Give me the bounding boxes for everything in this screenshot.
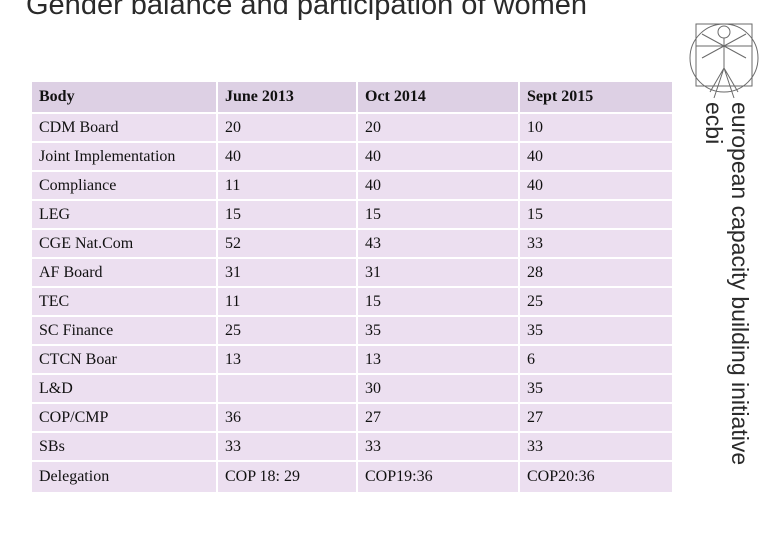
row-value-cell: 33 <box>520 433 672 460</box>
table-row: Delegation COP 18: 29 COP19:36 COP20:36 <box>32 462 672 492</box>
header-body: Body <box>32 82 216 112</box>
table-row: CDM Board 20 20 10 <box>32 114 672 141</box>
table-row: LEG 15 15 15 <box>32 201 672 228</box>
table-row: Compliance 11 40 40 <box>32 172 672 199</box>
table-row: AF Board 31 31 28 <box>32 259 672 286</box>
table-row: Joint Implementation 40 40 40 <box>32 143 672 170</box>
row-value-cell: 35 <box>358 317 518 344</box>
row-value-cell: 20 <box>218 114 356 141</box>
header-june-2013: June 2013 <box>218 82 356 112</box>
row-body-cell: AF Board <box>32 259 216 286</box>
row-value-cell: COP20:36 <box>520 462 672 492</box>
row-value-cell: 40 <box>358 143 518 170</box>
row-value-cell: 15 <box>358 288 518 315</box>
slide-title: Gender balance and participation of wome… <box>26 0 588 21</box>
row-value-cell: 31 <box>218 259 356 286</box>
row-body-cell: COP/CMP <box>32 404 216 431</box>
table-row: L&D 30 35 <box>32 375 672 402</box>
row-body-cell: Joint Implementation <box>32 143 216 170</box>
row-value-cell: 40 <box>520 172 672 199</box>
row-value-cell: 33 <box>358 433 518 460</box>
row-value-cell: 13 <box>358 346 518 373</box>
row-value-cell: 28 <box>520 259 672 286</box>
row-body-cell: CDM Board <box>32 114 216 141</box>
side-org-name: european capacity building initiative <box>727 102 753 466</box>
side-org-abbr: ecbi <box>701 102 727 145</box>
row-value-cell: 11 <box>218 288 356 315</box>
table-row: SBs 33 33 33 <box>32 433 672 460</box>
participation-table: Body June 2013 Oct 2014 Sept 2015 CDM Bo… <box>30 80 674 494</box>
header-sept-2015: Sept 2015 <box>520 82 672 112</box>
row-value-cell: 43 <box>358 230 518 257</box>
row-body-cell: TEC <box>32 288 216 315</box>
header-oct-2014: Oct 2014 <box>358 82 518 112</box>
row-value-cell: 33 <box>218 433 356 460</box>
row-value-cell: 10 <box>520 114 672 141</box>
row-value-cell: 6 <box>520 346 672 373</box>
table-row: CTCN Boar 13 13 6 <box>32 346 672 373</box>
row-body-cell: LEG <box>32 201 216 228</box>
vitruvian-man-icon <box>689 23 759 99</box>
row-body-cell: SBs <box>32 433 216 460</box>
row-value-cell: 35 <box>520 317 672 344</box>
table-row: TEC 11 15 25 <box>32 288 672 315</box>
row-value-cell: 36 <box>218 404 356 431</box>
row-value-cell: 33 <box>520 230 672 257</box>
row-value-cell: 15 <box>358 201 518 228</box>
table-row: CGE Nat.Com 52 43 33 <box>32 230 672 257</box>
table-header-row: Body June 2013 Oct 2014 Sept 2015 <box>32 82 672 112</box>
table-row: SC Finance 25 35 35 <box>32 317 672 344</box>
row-body-cell: L&D <box>32 375 216 402</box>
row-value-cell: 20 <box>358 114 518 141</box>
row-body-cell: CGE Nat.Com <box>32 230 216 257</box>
row-value-cell: 11 <box>218 172 356 199</box>
row-value-cell: 35 <box>520 375 672 402</box>
row-body-cell: Delegation <box>32 462 216 492</box>
table-row: COP/CMP 36 27 27 <box>32 404 672 431</box>
row-value-cell: 30 <box>358 375 518 402</box>
row-value-cell: 31 <box>358 259 518 286</box>
row-value-cell: 40 <box>520 143 672 170</box>
row-value-cell: 25 <box>218 317 356 344</box>
row-body-cell: Compliance <box>32 172 216 199</box>
row-value-cell: 25 <box>520 288 672 315</box>
row-value-cell: 40 <box>218 143 356 170</box>
row-value-cell: 15 <box>218 201 356 228</box>
row-value-cell: 27 <box>358 404 518 431</box>
row-value-cell: COP 18: 29 <box>218 462 356 492</box>
row-value-cell: 52 <box>218 230 356 257</box>
row-value-cell: 40 <box>358 172 518 199</box>
row-value-cell: COP19:36 <box>358 462 518 492</box>
row-value-cell: 13 <box>218 346 356 373</box>
row-body-cell: SC Finance <box>32 317 216 344</box>
row-value-cell: 27 <box>520 404 672 431</box>
row-body-cell: CTCN Boar <box>32 346 216 373</box>
side-org-label: european capacity building initiative ec… <box>695 102 753 522</box>
row-value-cell <box>218 375 356 402</box>
row-value-cell: 15 <box>520 201 672 228</box>
